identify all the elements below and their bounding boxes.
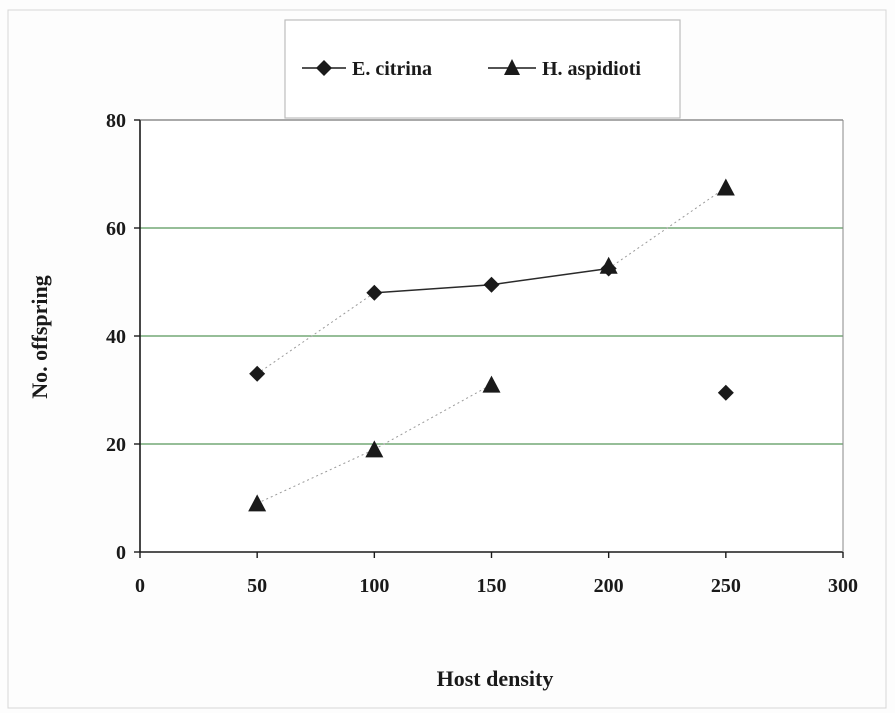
y-axis-title: No. offspring bbox=[27, 275, 52, 398]
y-tick-label: 40 bbox=[106, 326, 126, 348]
y-tick-label: 20 bbox=[106, 434, 126, 456]
data-point-triangle bbox=[482, 375, 501, 393]
data-point-triangle bbox=[365, 440, 384, 458]
y-tick-label: 60 bbox=[106, 218, 126, 240]
legend-diamond-icon bbox=[316, 60, 332, 76]
x-tick-label: 150 bbox=[477, 575, 507, 597]
connector-line bbox=[374, 283, 492, 294]
legend-box bbox=[284, 19, 681, 119]
data-point-diamond bbox=[483, 276, 500, 293]
legend-label-e-citrina: E. citrina bbox=[352, 58, 432, 80]
y-tick-label: 80 bbox=[106, 110, 126, 132]
x-tick-label: 250 bbox=[711, 575, 741, 597]
data-point-diamond bbox=[717, 384, 734, 401]
data-point-diamond bbox=[249, 365, 266, 382]
legend-label-h-aspidioti: H. aspidioti bbox=[542, 58, 641, 80]
x-tick-label: 50 bbox=[247, 575, 267, 597]
connector-line bbox=[374, 384, 492, 450]
legend-triangle-icon bbox=[504, 59, 520, 75]
connector-line bbox=[256, 448, 375, 504]
connector-line bbox=[608, 187, 727, 269]
plot-area: 0 20 40 60 80 0 50 100 150 200 250 300 bbox=[106, 110, 858, 597]
x-tick-label: 0 bbox=[135, 575, 145, 597]
x-tick-label: 300 bbox=[828, 575, 858, 597]
data-point-diamond bbox=[366, 284, 383, 301]
y-tick-label: 0 bbox=[116, 542, 126, 564]
x-tick-label: 100 bbox=[359, 575, 389, 597]
data-point-triangle bbox=[599, 256, 618, 274]
data-point-triangle bbox=[248, 494, 267, 512]
connector-line bbox=[491, 267, 609, 286]
legend: E. citrina H. aspidioti bbox=[284, 19, 681, 119]
connector-line bbox=[256, 292, 375, 375]
chart-frame bbox=[7, 9, 887, 709]
x-axis-title: Host density bbox=[437, 666, 554, 691]
x-tick-label: 200 bbox=[594, 575, 624, 597]
data-point-triangle bbox=[716, 178, 735, 196]
